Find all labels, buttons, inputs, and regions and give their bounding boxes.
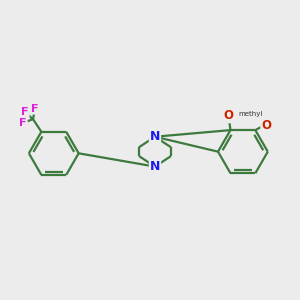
Text: F: F — [31, 104, 39, 114]
Text: O: O — [261, 118, 271, 132]
Text: methyl: methyl — [238, 110, 262, 116]
Text: N: N — [150, 160, 160, 173]
Text: F: F — [19, 118, 27, 128]
Text: N: N — [150, 130, 160, 143]
Text: O: O — [224, 109, 234, 122]
Text: F: F — [21, 107, 29, 117]
